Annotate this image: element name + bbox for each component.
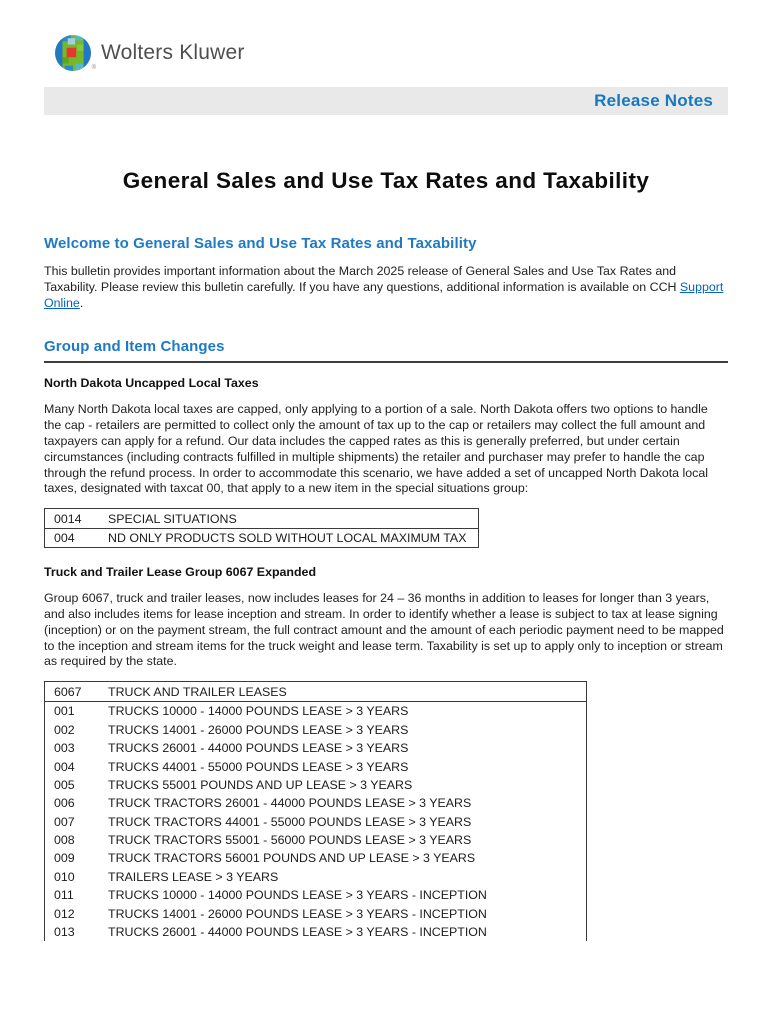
item-code: 002	[54, 722, 75, 737]
table-row: 004 ND ONLY PRODUCTS SOLD WITHOUT LOCAL M…	[45, 528, 478, 548]
item-code: 004	[54, 759, 75, 774]
wolters-kluwer-globe-icon: ®	[54, 34, 96, 72]
brand-wordmark: Wolters Kluwer	[101, 41, 245, 64]
registered-trademark: ®	[91, 65, 96, 71]
item-code: 009	[54, 851, 75, 866]
table-row: 002 TRUCKS 14001 - 26000 POUNDS LEASE > 3…	[45, 720, 586, 739]
item-description: TRUCKS 14001 - 26000 POUNDS LEASE > 3 YE…	[108, 722, 409, 737]
item-code: 005	[54, 777, 75, 792]
page-title: General Sales and Use Tax Rates and Taxa…	[122, 168, 650, 193]
banner-label: Release Notes	[594, 91, 713, 110]
table-row: 007 TRUCK TRACTORS 44001 - 55000 POUNDS L…	[45, 812, 586, 831]
item-code: 004	[54, 531, 75, 546]
table-row: 011 TRUCKS 10000 - 14000 POUNDS LEASE > 3…	[45, 886, 586, 905]
group-code: 6067	[54, 684, 82, 699]
table-row: 008 TRUCK TRACTORS 55001 - 56000 POUNDS L…	[45, 830, 586, 850]
item-description: TRUCKS 55001 POUNDS AND UP LEASE > 3 YEA…	[108, 777, 413, 792]
table-row: 001 TRUCKS 10000 - 14000 POUNDS LEASE > 3…	[45, 702, 586, 721]
table-row: 013 TRUCKS 26001 - 44000 POUNDS LEASE > 3…	[45, 922, 586, 942]
support-online-link[interactable]: Support Online	[44, 279, 724, 310]
item-description: TRUCKS 14001 - 26000 POUNDS LEASE > 3 YE…	[108, 906, 487, 921]
welcome-text-before-link: This bulletin provides important informa…	[44, 264, 680, 294]
item-description: TRUCK TRACTORS 55001 - 56000 POUNDS LEAS…	[108, 833, 472, 848]
item-description: ND ONLY PRODUCTS SOLD WITHOUT LOCAL MAXI…	[108, 531, 467, 546]
north-dakota-subheading: North Dakota Uncapped Local Taxes	[44, 376, 259, 391]
item-description: TRUCK TRACTORS 26001 - 44000 POUNDS LEAS…	[108, 796, 472, 811]
truck-trailer-leases-table: 6067 TRUCK AND TRAILER LEASES 001 TRUCKS …	[44, 681, 587, 942]
item-code: 010	[54, 869, 75, 884]
item-description: TRUCK TRACTORS 56001 POUNDS AND UP LEASE…	[108, 851, 476, 866]
globe-mosaic-icon	[55, 35, 91, 71]
item-code: 008	[54, 833, 75, 848]
item-description: TRUCKS 26001 - 44000 POUNDS LEASE > 3 YE…	[108, 741, 409, 756]
table-row: 004 TRUCKS 44001 - 55000 POUNDS LEASE > 3…	[45, 757, 586, 776]
item-code: 013	[54, 925, 75, 940]
table-row: 010 TRAILERS LEASE > 3 YEARS	[45, 867, 586, 887]
item-description: TRUCKS 10000 - 14000 POUNDS LEASE > 3 YE…	[108, 704, 409, 719]
welcome-paragraph: This bulletin provides important informa…	[44, 264, 728, 311]
item-code: 001	[54, 704, 75, 719]
north-dakota-paragraph: Many North Dakota local taxes are capped…	[44, 402, 708, 496]
table-row: 005 TRUCKS 55001 POUNDS AND UP LEASE > 3 …	[45, 775, 586, 795]
item-code: 007	[54, 814, 75, 829]
item-description: TRUCKS 44001 - 55000 POUNDS LEASE > 3 YE…	[108, 759, 409, 774]
item-code: 003	[54, 741, 75, 756]
document-page: ® Wolters Kluwer Release Notes General S…	[0, 30, 770, 1024]
brand-header: ® Wolters Kluwer	[54, 30, 728, 76]
table-row: 003 TRUCKS 26001 - 44000 POUNDS LEASE > 3…	[45, 738, 586, 758]
welcome-heading: Welcome to General Sales and Use Tax Rat…	[44, 235, 477, 252]
item-code: 011	[54, 888, 74, 903]
group-item-changes-heading: Group and Item Changes	[44, 338, 728, 364]
item-description: TRUCK TRACTORS 44001 - 55000 POUNDS LEAS…	[108, 814, 472, 829]
truck-trailer-paragraph: Group 6067, truck and trailer leases, no…	[44, 591, 724, 669]
special-situations-table: 0014 SPECIAL SITUATIONS 004 ND ONLY PRODUCT…	[44, 508, 479, 549]
item-code: 0014	[54, 511, 82, 526]
item-description: SPECIAL SITUATIONS	[108, 511, 237, 526]
item-description: TRUCKS 26001 - 44000 POUNDS LEASE > 3 YE…	[108, 925, 487, 940]
group-description: TRUCK AND TRAILER LEASES	[108, 684, 287, 699]
table-row: 006 TRUCK TRACTORS 26001 - 44000 POUNDS L…	[45, 794, 586, 813]
item-code: 012	[54, 906, 75, 921]
item-code: 006	[54, 796, 75, 811]
truck-trailer-subheading: Truck and Trailer Lease Group 6067 Expan…	[44, 565, 317, 580]
release-notes-banner: Release Notes	[44, 87, 728, 115]
item-description: TRAILERS LEASE > 3 YEARS	[108, 869, 279, 884]
table-header-row: 6067 TRUCK AND TRAILER LEASES	[45, 682, 586, 703]
table-row: 012 TRUCKS 14001 - 26000 POUNDS LEASE > 3…	[45, 904, 586, 923]
table-row: 0014 SPECIAL SITUATIONS	[45, 509, 478, 529]
welcome-text-after-link: .	[79, 295, 84, 310]
item-description: TRUCKS 10000 - 14000 POUNDS LEASE > 3 YE…	[108, 888, 487, 903]
table-row: 009 TRUCK TRACTORS 56001 POUNDS AND UP LE…	[45, 849, 586, 868]
